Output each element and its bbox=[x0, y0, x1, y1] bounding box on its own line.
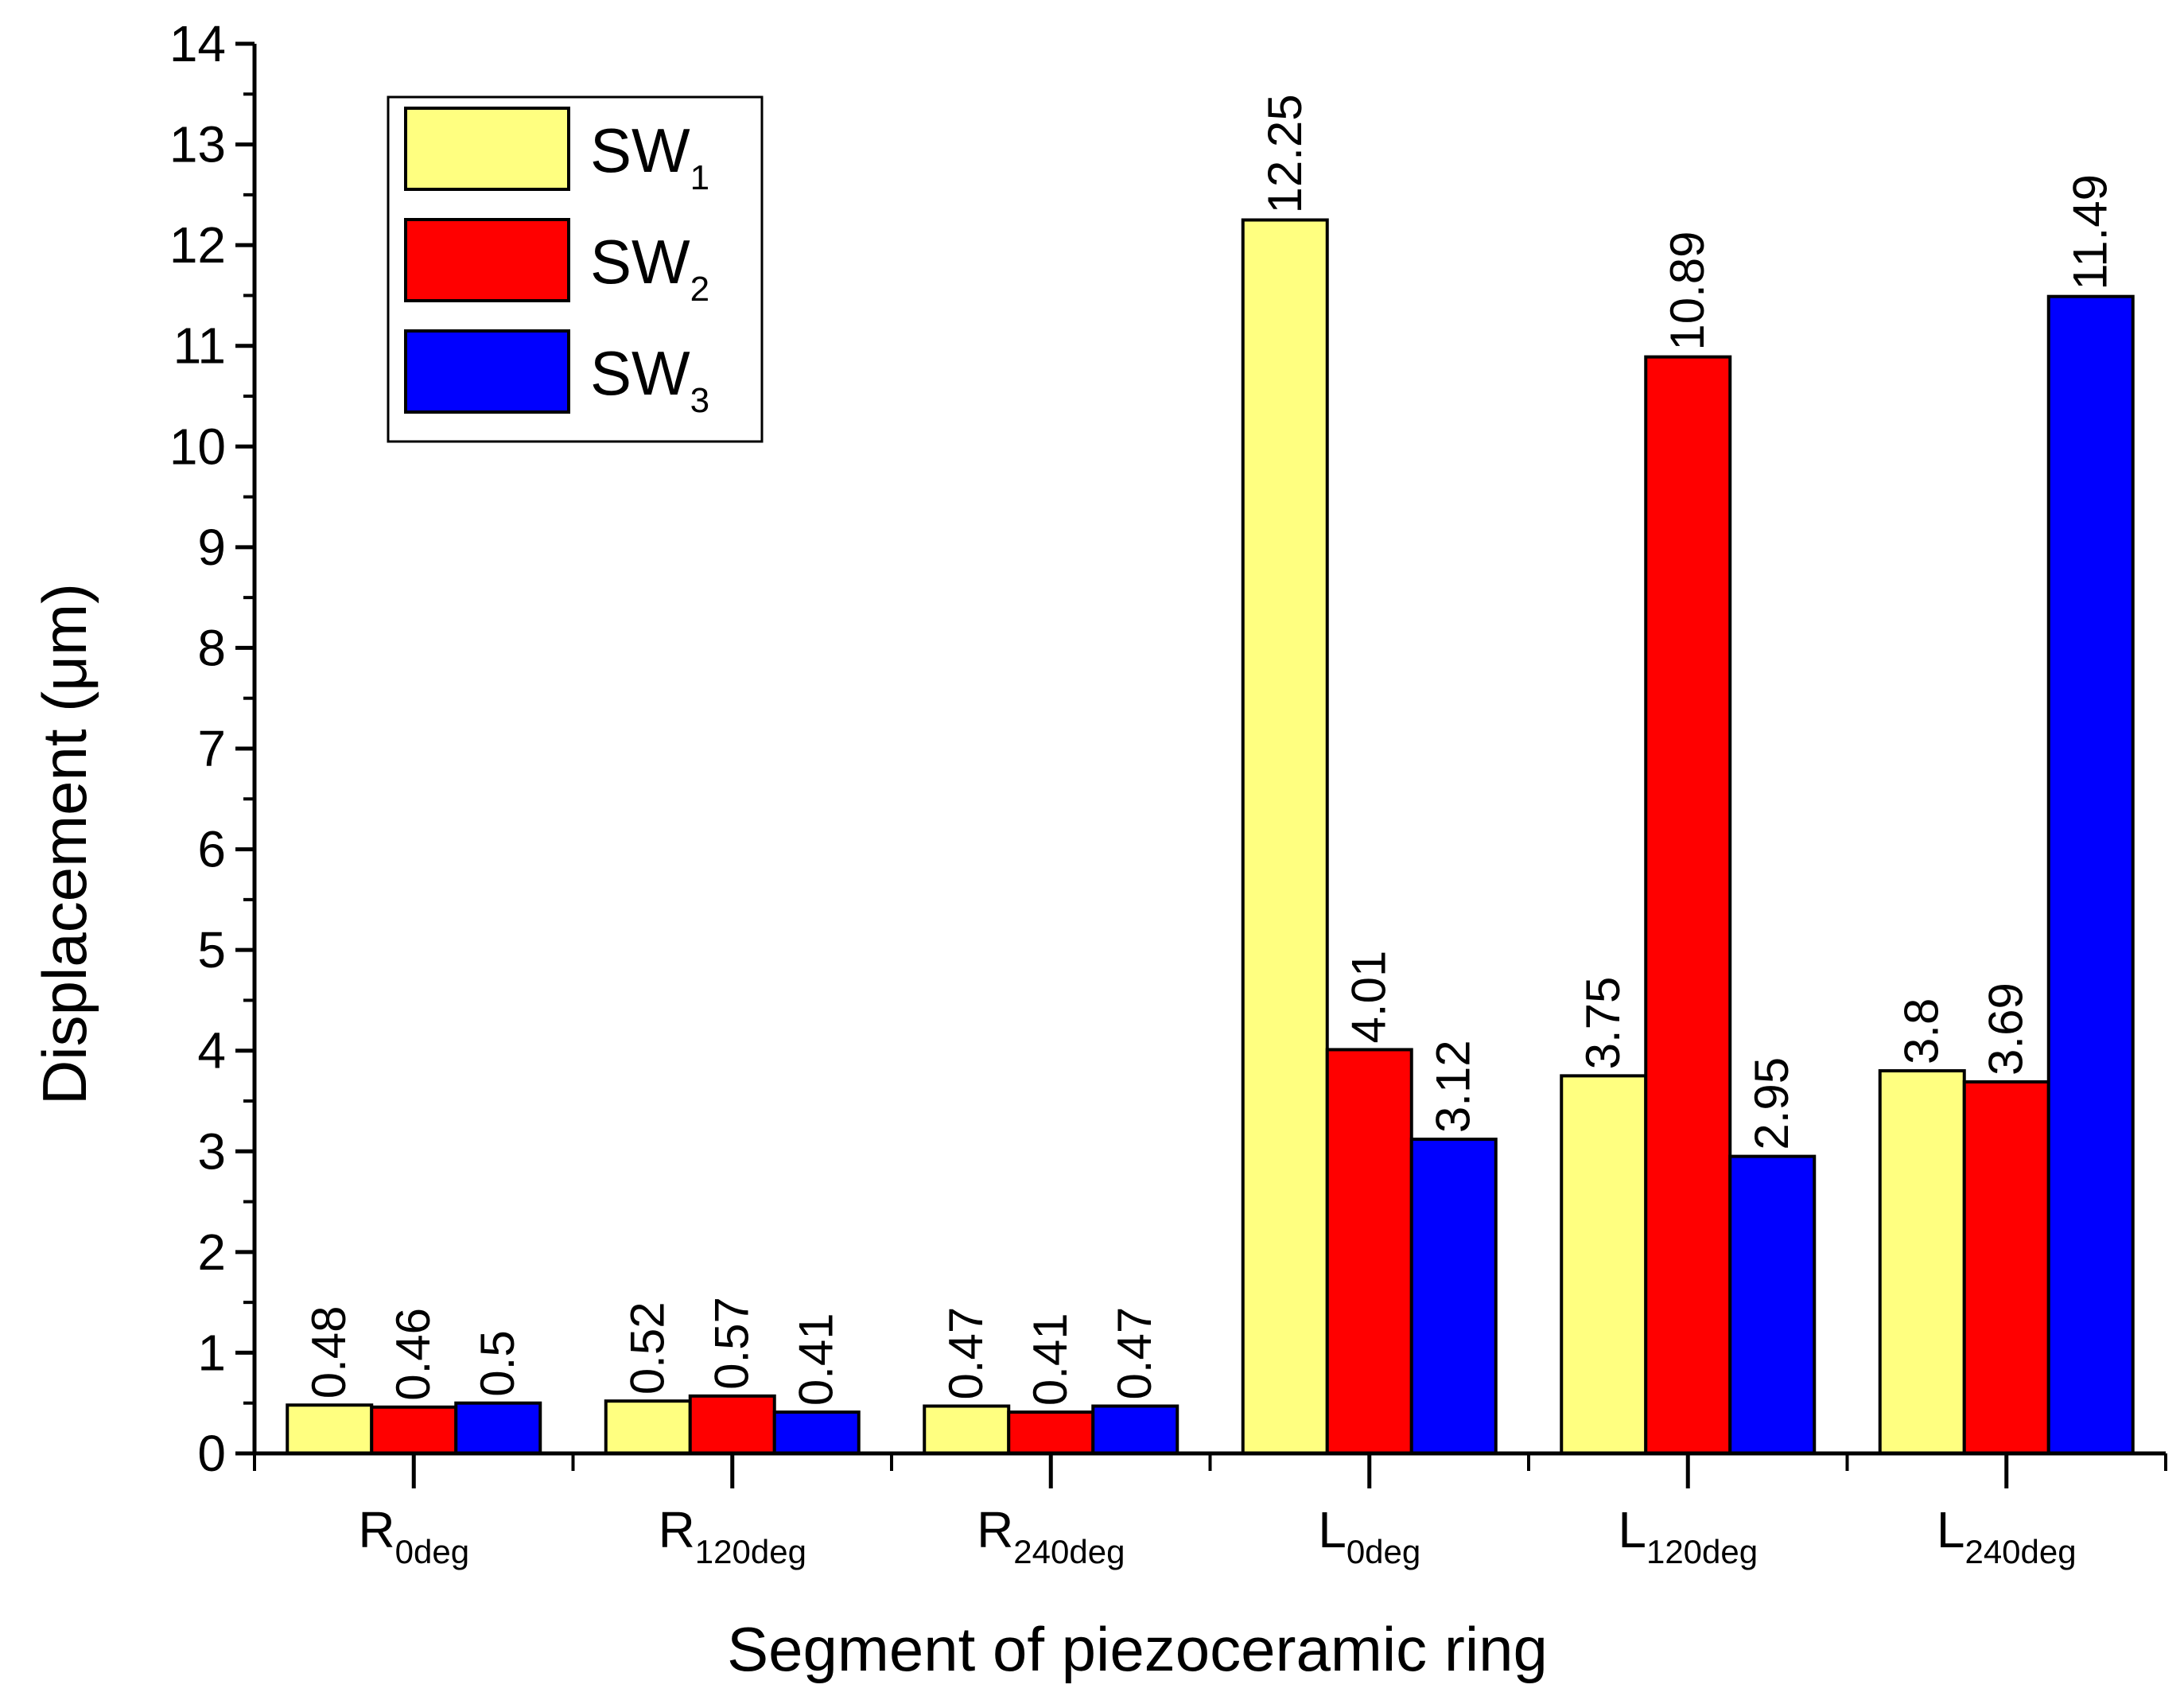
bar-value-label: 3.12 bbox=[1427, 1040, 1480, 1133]
bar-sw3 bbox=[1091, 1404, 1179, 1456]
bar-sw3 bbox=[1409, 1138, 1498, 1456]
bar-sw3 bbox=[2046, 294, 2135, 1455]
y-tick-label: 2 bbox=[197, 1224, 226, 1281]
bar-sw2 bbox=[688, 1394, 776, 1455]
bar-value-label: 0.48 bbox=[302, 1305, 356, 1399]
bar-sw1 bbox=[286, 1403, 374, 1456]
x-tick-label-subscript: 120deg bbox=[1646, 1533, 1758, 1570]
bar-value-label: 3.75 bbox=[1576, 977, 1630, 1070]
legend-label: SW1 bbox=[590, 115, 709, 197]
x-tick-label-main: R bbox=[358, 1501, 394, 1558]
bar-sw2 bbox=[1007, 1410, 1095, 1455]
bar-value-label: 3.69 bbox=[1980, 982, 2033, 1076]
x-tick-label-subscript: 120deg bbox=[695, 1533, 806, 1570]
x-tick-label: R120deg bbox=[659, 1501, 806, 1570]
x-tick-label-subscript: 240deg bbox=[1964, 1533, 2076, 1570]
bar-value-label: 0.46 bbox=[387, 1308, 440, 1401]
x-tick-label: R240deg bbox=[977, 1501, 1125, 1570]
bar-sw2 bbox=[370, 1405, 458, 1455]
bar-value-label: 0.41 bbox=[1024, 1313, 1077, 1406]
bar-value-label: 0.5 bbox=[471, 1330, 524, 1396]
y-tick-label: 11 bbox=[173, 317, 226, 375]
y-tick-label: 14 bbox=[169, 15, 226, 72]
x-tick-label-subscript: 240deg bbox=[1013, 1533, 1125, 1570]
x-tick-label-main: R bbox=[977, 1501, 1013, 1558]
value-labels: 0.48 0.52 0.47 12.25 3.75 3.8 0.46 0.57 0.41 4.01… bbox=[302, 94, 2117, 1406]
y-tick-label: 3 bbox=[197, 1122, 226, 1180]
bar-value-label: 10.89 bbox=[1661, 231, 1714, 350]
bar-value-label: 12.25 bbox=[1258, 94, 1312, 213]
bar-sw1 bbox=[604, 1399, 692, 1456]
x-axis-ticks bbox=[253, 1453, 2167, 1488]
x-tick-label-subscript: 0deg bbox=[395, 1533, 469, 1570]
bar-sw2 bbox=[1962, 1080, 2050, 1455]
x-tick-label-subscript: 0deg bbox=[1347, 1533, 1420, 1570]
bars bbox=[286, 218, 2135, 1456]
bar-value-label: 0.52 bbox=[621, 1301, 674, 1395]
bar-sw1 bbox=[1241, 218, 1329, 1455]
bar-value-label: 0.57 bbox=[705, 1297, 759, 1390]
legend-swatch bbox=[404, 107, 570, 191]
bar-value-label: 0.47 bbox=[939, 1307, 993, 1400]
bar-value-label: 4.01 bbox=[1343, 951, 1396, 1044]
y-tick-label: 6 bbox=[197, 821, 226, 878]
y-axis-title: Displacement (μm) bbox=[29, 583, 99, 1105]
bar-sw3 bbox=[1728, 1154, 1817, 1455]
y-tick-label: 5 bbox=[197, 921, 226, 978]
bar-value-label: 11.49 bbox=[2064, 174, 2117, 290]
bar-sw2 bbox=[1644, 355, 1732, 1456]
legend: SW1 SW2 SW3 bbox=[387, 95, 764, 443]
bar-sw1 bbox=[1878, 1069, 1966, 1455]
x-tick-label: R0deg bbox=[358, 1501, 469, 1570]
y-tick-label: 1 bbox=[197, 1324, 226, 1381]
x-tick-label: L240deg bbox=[1937, 1501, 2077, 1570]
bar-value-label: 2.95 bbox=[1745, 1057, 1798, 1150]
x-tick-label-main: L bbox=[1937, 1501, 1965, 1558]
bar-value-label: 0.41 bbox=[790, 1313, 843, 1406]
x-tick-label-main: L bbox=[1318, 1501, 1347, 1558]
bar-value-label: 3.8 bbox=[1895, 998, 1949, 1064]
x-tick-label-main: L bbox=[1618, 1501, 1646, 1558]
x-tick-label: L0deg bbox=[1318, 1501, 1420, 1570]
x-tick-label-main: R bbox=[659, 1501, 695, 1558]
y-tick-label: 9 bbox=[197, 519, 226, 576]
bar-value-label: 0.47 bbox=[1108, 1307, 1161, 1400]
y-tick-label: 4 bbox=[197, 1022, 226, 1080]
bar-sw2 bbox=[1325, 1048, 1413, 1456]
bar-sw3 bbox=[454, 1401, 542, 1455]
y-tick-label: 7 bbox=[197, 720, 226, 777]
y-tick-label: 13 bbox=[169, 116, 226, 173]
y-tick-label: 12 bbox=[169, 216, 226, 274]
x-tick-label: L120deg bbox=[1618, 1501, 1758, 1570]
bar-sw1 bbox=[1560, 1074, 1648, 1456]
legend-label: SW2 bbox=[590, 227, 709, 309]
bar-sw1 bbox=[923, 1404, 1011, 1456]
legend-swatch bbox=[404, 218, 570, 302]
x-axis-title: Segment of piezoceramic ring bbox=[727, 1614, 1548, 1684]
bar-sw3 bbox=[772, 1410, 861, 1455]
legend-label: SW3 bbox=[590, 338, 709, 420]
y-tick-label: 10 bbox=[169, 418, 226, 475]
legend-swatch bbox=[404, 329, 570, 414]
x-axis-tick-labels: R0deg R120deg R240deg L0deg L120deg L240deg bbox=[358, 1501, 2076, 1570]
y-tick-label: 0 bbox=[197, 1425, 226, 1482]
y-tick-label: 8 bbox=[197, 619, 226, 676]
